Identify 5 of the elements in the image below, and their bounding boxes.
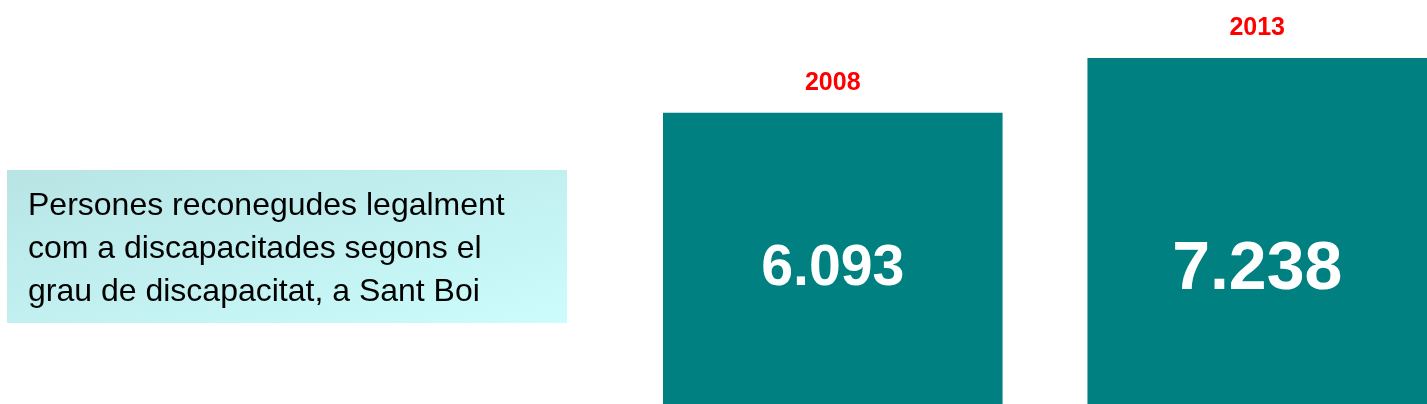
x-tick-label: 2008	[804, 66, 861, 95]
x-tick-label: 2013	[1229, 12, 1286, 40]
text: Persones reconegudes legalment com a discapacitades segons el grau de discapacitat, a Sant Boi	[28, 185, 505, 308]
data-label: 6.093	[761, 233, 905, 297]
data-label: 7.238	[1172, 227, 1343, 303]
